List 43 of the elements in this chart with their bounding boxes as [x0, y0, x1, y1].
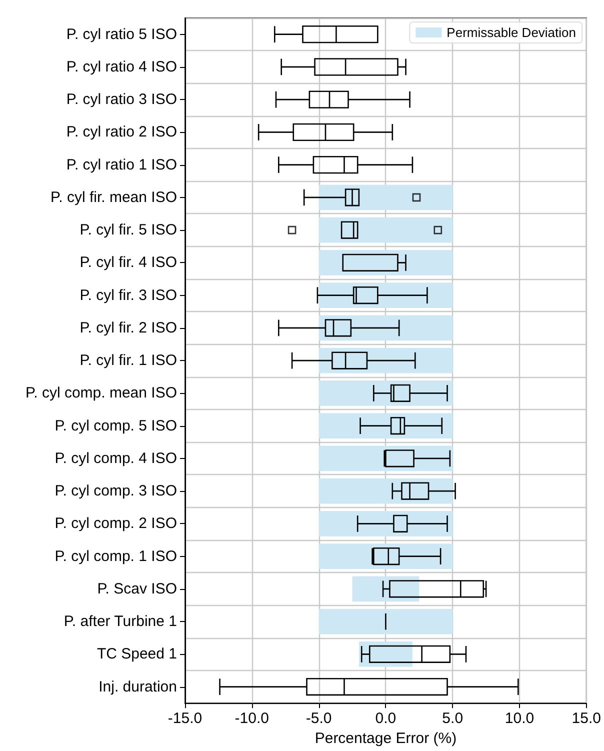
y-tick-label: TC Speed 1 — [96, 646, 177, 663]
y-tick-label: P. cyl comp. mean ISO — [26, 384, 177, 402]
y-tick-label: P. cyl fir. 5 ISO — [80, 222, 177, 239]
bar — [318, 184, 453, 210]
bar — [318, 315, 453, 341]
x-axis-title: Percentage Error (%) — [314, 730, 457, 747]
bar — [318, 348, 453, 374]
y-tick-label: Inj. duration — [98, 678, 177, 696]
x-tick-label: 5.0 — [442, 710, 464, 728]
x-tick-label: -10.0 — [234, 710, 269, 728]
x-tick-label: 15.0 — [572, 710, 602, 728]
y-tick-label: P. cyl ratio 4 ISO — [66, 58, 177, 76]
y-tick-label: P. cyl comp. 4 ISO — [54, 450, 177, 467]
bar — [318, 446, 453, 472]
bar — [318, 380, 453, 406]
y-tick-label: P. cyl ratio 3 ISO — [66, 91, 177, 108]
y-tick-label: P. cyl fir. 1 ISO — [80, 352, 177, 370]
y-tick-label: P. cyl comp. 5 ISO — [54, 417, 177, 434]
y-tick-label: P. cyl fir. mean ISO — [50, 188, 177, 206]
y-tick-label: P. cyl comp. 1 ISO — [54, 548, 177, 565]
bar — [318, 544, 453, 570]
y-tick-label: P. cyl fir. 3 ISO — [80, 286, 177, 304]
y-tick-label: P. Scav ISO — [97, 580, 177, 598]
bar — [318, 478, 453, 504]
y-tick-label: P. cyl ratio 5 ISO — [66, 26, 177, 43]
y-tick-label: P. cyl comp. 3 ISO — [54, 482, 177, 500]
bar — [318, 250, 453, 276]
y-tick-label: P. cyl fir. 2 ISO — [80, 319, 177, 336]
y-tick-label: P. cyl ratio 2 ISO — [66, 124, 177, 141]
x-tick-label: -5.0 — [306, 710, 332, 728]
bar — [352, 576, 420, 602]
x-tick-label: 10.0 — [504, 710, 534, 728]
legend-label: Permissable Deviation — [446, 25, 576, 40]
y-tick-label: P. cyl ratio 1 ISO — [66, 156, 177, 174]
bar — [318, 282, 453, 308]
bar — [318, 217, 453, 243]
bar — [318, 608, 453, 634]
y-tick-label: P. cyl fir. 4 ISO — [80, 254, 177, 272]
x-tick-label: 0.0 — [375, 710, 396, 728]
x-tick-label: -15.0 — [168, 710, 202, 728]
y-tick-label: P. after Turbine 1 — [64, 613, 177, 630]
y-tick-label: P. cyl comp. 2 ISO — [54, 515, 177, 532]
bar — [318, 413, 453, 439]
